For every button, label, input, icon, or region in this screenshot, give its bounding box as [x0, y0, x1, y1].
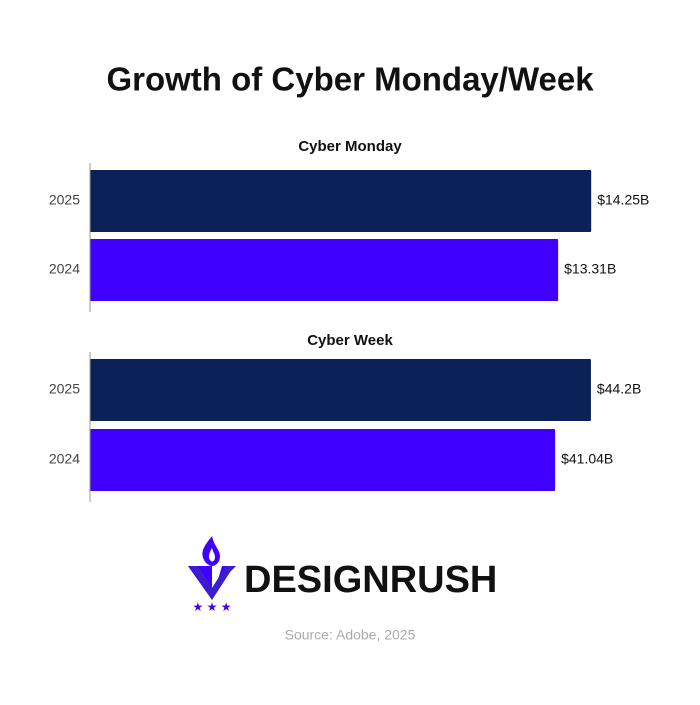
- value-label: $41.04B: [561, 451, 613, 467]
- value-label: $14.25B: [597, 192, 649, 208]
- value-label: $44.2B: [597, 381, 641, 397]
- value-label: $13.31B: [564, 261, 616, 277]
- svg-text:★ ★ ★: ★ ★ ★: [193, 600, 232, 614]
- y-tick-label: 2024: [49, 261, 80, 277]
- subchart-title: Cyber Week: [307, 332, 393, 349]
- source: Source: Adobe, 2025: [285, 627, 416, 643]
- logo-icon: ★ ★ ★: [188, 536, 236, 614]
- subchart-title: Cyber Monday: [298, 138, 402, 155]
- y-tick-label: 2024: [49, 451, 80, 467]
- y-tick-label: 2025: [49, 192, 80, 208]
- brand: DESIGNRUSH: [244, 559, 497, 601]
- bar: [90, 239, 559, 301]
- bar: [90, 429, 556, 491]
- page-title: Growth of Cyber Monday/Week: [106, 61, 594, 98]
- bar: [90, 170, 592, 232]
- y-tick-label: 2025: [49, 381, 80, 397]
- bar: [90, 359, 591, 421]
